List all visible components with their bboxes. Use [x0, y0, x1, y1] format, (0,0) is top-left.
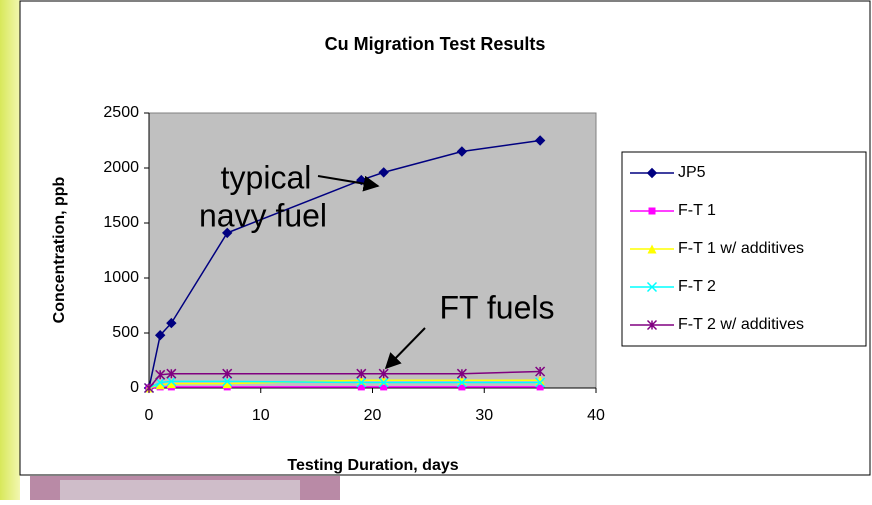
point: [143, 382, 155, 394]
marker-shape: [155, 369, 166, 380]
marker-shape: [646, 319, 658, 331]
marker-shape: [166, 368, 177, 379]
legend-label: JP5: [678, 164, 706, 181]
marker-shape: [356, 368, 367, 379]
legend-label: F-T 1 w/ additives: [678, 240, 804, 257]
point: [378, 377, 389, 388]
point: [456, 146, 468, 157]
x-tick-label: 30: [475, 407, 493, 424]
marker-shape: [222, 376, 233, 387]
annotation-arrow: [317, 175, 380, 192]
x-axis-label: Testing Duration, days: [287, 457, 458, 474]
marker-shape: [155, 380, 165, 390]
marker-shape: [536, 383, 544, 391]
point: [456, 368, 467, 379]
marker-shape: [535, 366, 546, 377]
marker-shape: [154, 329, 166, 341]
point: [648, 207, 656, 215]
y-tick-label: 500: [112, 324, 139, 341]
marker-shape: [456, 377, 467, 388]
annotation-arrow: [384, 327, 426, 370]
marker-shape: [166, 379, 176, 389]
marker-shape: [647, 244, 657, 254]
marker-shape: [646, 281, 658, 293]
point: [536, 383, 544, 391]
marker-shape: [378, 368, 389, 379]
marker-shape: [222, 379, 232, 389]
point: [535, 377, 546, 388]
series-line: [148, 380, 541, 389]
annotation: FT fuels: [440, 289, 555, 325]
marker-shape: [143, 382, 155, 394]
series-line: [148, 370, 541, 389]
marker-shape: [222, 227, 233, 239]
point: [357, 383, 365, 391]
point: [378, 167, 389, 178]
photo-detail: [60, 480, 300, 500]
marker-shape: [166, 376, 177, 387]
point: [155, 369, 166, 380]
x-tick-label: 40: [587, 407, 605, 424]
legend-label: F-T 2: [678, 278, 716, 295]
y-tick-label: 1000: [103, 269, 139, 286]
point: [166, 317, 177, 329]
x-tick-label: 20: [364, 407, 382, 424]
point: [222, 227, 233, 239]
x-tick-label: 0: [145, 407, 154, 424]
side-band: [0, 0, 20, 500]
plot-area: [148, 112, 597, 389]
point: [166, 368, 177, 379]
point: [646, 319, 658, 331]
point: [155, 380, 165, 390]
point: [222, 376, 233, 387]
point: [456, 377, 467, 388]
legend-label: F-T 2 w/ additives: [678, 316, 804, 333]
marker-shape: [356, 377, 367, 388]
legend-label: F-T 1: [678, 202, 716, 219]
marker-shape: [378, 167, 389, 178]
marker-shape: [456, 368, 467, 379]
marker-shape: [646, 167, 658, 179]
marker-shape: [456, 146, 468, 157]
point: [646, 167, 658, 179]
marker-shape: [166, 317, 177, 329]
point: [458, 383, 466, 391]
point: [356, 377, 367, 388]
point: [535, 366, 546, 377]
point: [356, 368, 367, 379]
point: [166, 376, 177, 387]
marker-shape: [535, 377, 546, 388]
marker-shape: [648, 207, 656, 215]
y-tick-label: 0: [130, 379, 139, 396]
marker-shape: [378, 377, 389, 388]
y-tick-label: 2000: [103, 159, 139, 176]
y-tick-label: 1500: [103, 214, 139, 231]
point: [378, 368, 389, 379]
point: [166, 379, 176, 389]
point: [222, 379, 232, 389]
point: [380, 383, 388, 391]
marker-shape: [380, 383, 388, 391]
point: [534, 135, 546, 146]
y-tick-label: 2500: [103, 104, 139, 121]
marker-shape: [357, 383, 365, 391]
annotation: navy fuel: [199, 197, 327, 233]
point: [154, 329, 166, 341]
marker-shape: [458, 383, 466, 391]
y-axis-label: Concentration, ppb: [51, 176, 68, 323]
point: [647, 244, 657, 254]
marker-shape: [534, 135, 546, 146]
x-tick-label: 10: [252, 407, 270, 424]
annotation: typical: [221, 159, 312, 195]
point: [222, 368, 233, 379]
marker-shape: [222, 368, 233, 379]
chart-title: Cu Migration Test Results: [325, 34, 546, 54]
point: [646, 281, 658, 293]
